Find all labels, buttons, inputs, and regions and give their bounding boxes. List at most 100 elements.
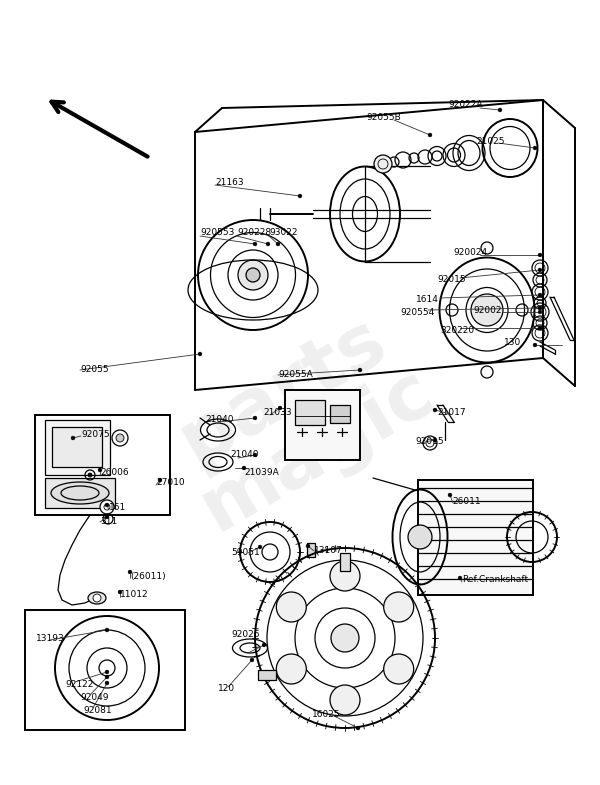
Circle shape [71,436,75,440]
Text: 26006: 26006 [100,468,128,477]
Circle shape [246,268,260,282]
Circle shape [498,108,502,111]
Circle shape [100,500,114,514]
Text: 11012: 11012 [120,590,149,599]
Circle shape [266,243,270,246]
Text: 13107: 13107 [314,546,343,555]
Bar [52,427,102,467]
Text: 93022: 93022 [269,228,298,237]
Circle shape [242,466,246,469]
Bar [285,390,360,460]
Text: 92026: 92026 [231,630,260,639]
Text: 92055A: 92055A [278,370,313,379]
Circle shape [277,654,307,684]
Circle shape [105,503,109,507]
Circle shape [306,544,310,548]
Text: 92075: 92075 [81,430,110,439]
Text: 920228: 920228 [237,228,271,237]
Circle shape [458,576,462,580]
Circle shape [105,515,109,519]
Text: 21025: 21025 [476,137,505,146]
Bar [45,420,110,475]
Circle shape [448,493,452,497]
Text: 59051: 59051 [231,548,260,557]
Text: 21033: 21033 [263,408,292,417]
Text: 130: 130 [504,338,521,347]
Bar [330,405,350,423]
Text: 27010: 27010 [156,478,185,487]
Circle shape [383,592,413,622]
Text: 1614: 1614 [416,295,439,304]
Circle shape [118,590,122,593]
Circle shape [198,352,202,356]
Text: 21017: 21017 [437,408,466,417]
Text: 92055B: 92055B [366,113,401,122]
Circle shape [128,570,132,574]
Circle shape [428,133,432,137]
Circle shape [105,681,109,685]
Bar [25,610,185,730]
Circle shape [433,438,437,442]
Circle shape [356,726,360,730]
Circle shape [538,327,542,330]
Text: 920554: 920554 [400,308,434,317]
Text: 311: 311 [100,517,117,526]
Text: 92055: 92055 [80,365,109,374]
Circle shape [112,430,128,446]
Bar [307,543,315,557]
Bar [45,478,115,508]
Ellipse shape [88,592,106,604]
Circle shape [433,408,437,412]
Text: 161: 161 [109,503,126,512]
Circle shape [262,643,266,647]
Circle shape [408,525,432,549]
Bar [295,400,325,425]
Text: 21039A: 21039A [244,468,279,477]
Circle shape [158,478,162,482]
Bar [258,670,276,680]
Circle shape [277,592,307,622]
Circle shape [538,306,542,310]
Circle shape [253,416,257,420]
Circle shape [253,453,257,457]
Circle shape [105,628,109,632]
Circle shape [330,685,360,715]
Text: 120: 120 [218,684,235,693]
Text: 21040: 21040 [205,415,233,424]
Circle shape [88,473,92,477]
Circle shape [93,594,101,602]
Text: Ref.Crankshaft: Ref.Crankshaft [462,575,528,584]
Circle shape [533,343,537,347]
Circle shape [238,260,268,290]
Circle shape [374,155,392,173]
Circle shape [105,675,109,679]
Circle shape [330,561,360,591]
Text: 92122: 92122 [65,680,94,689]
Text: 13193: 13193 [36,634,65,643]
Circle shape [258,546,262,549]
Circle shape [533,146,537,150]
Bar [340,553,350,571]
Text: 21040: 21040 [230,450,259,459]
Circle shape [98,468,102,472]
Text: 92015: 92015 [437,275,466,284]
Circle shape [116,434,124,442]
Circle shape [471,294,503,326]
Circle shape [250,658,254,662]
Circle shape [538,254,542,257]
Circle shape [331,624,359,652]
Text: 92081: 92081 [83,706,112,715]
Circle shape [278,406,282,410]
Text: 16025: 16025 [312,710,341,719]
Text: 92022A: 92022A [448,100,482,109]
Circle shape [276,243,280,246]
Text: parts
magic: parts magic [153,294,447,546]
Text: 320220: 320220 [440,326,474,335]
Circle shape [383,654,413,684]
Circle shape [538,310,542,314]
Text: 920024: 920024 [453,248,487,257]
Circle shape [358,368,362,372]
Text: 92002: 92002 [473,306,502,315]
Circle shape [253,243,257,246]
Bar [418,480,533,595]
